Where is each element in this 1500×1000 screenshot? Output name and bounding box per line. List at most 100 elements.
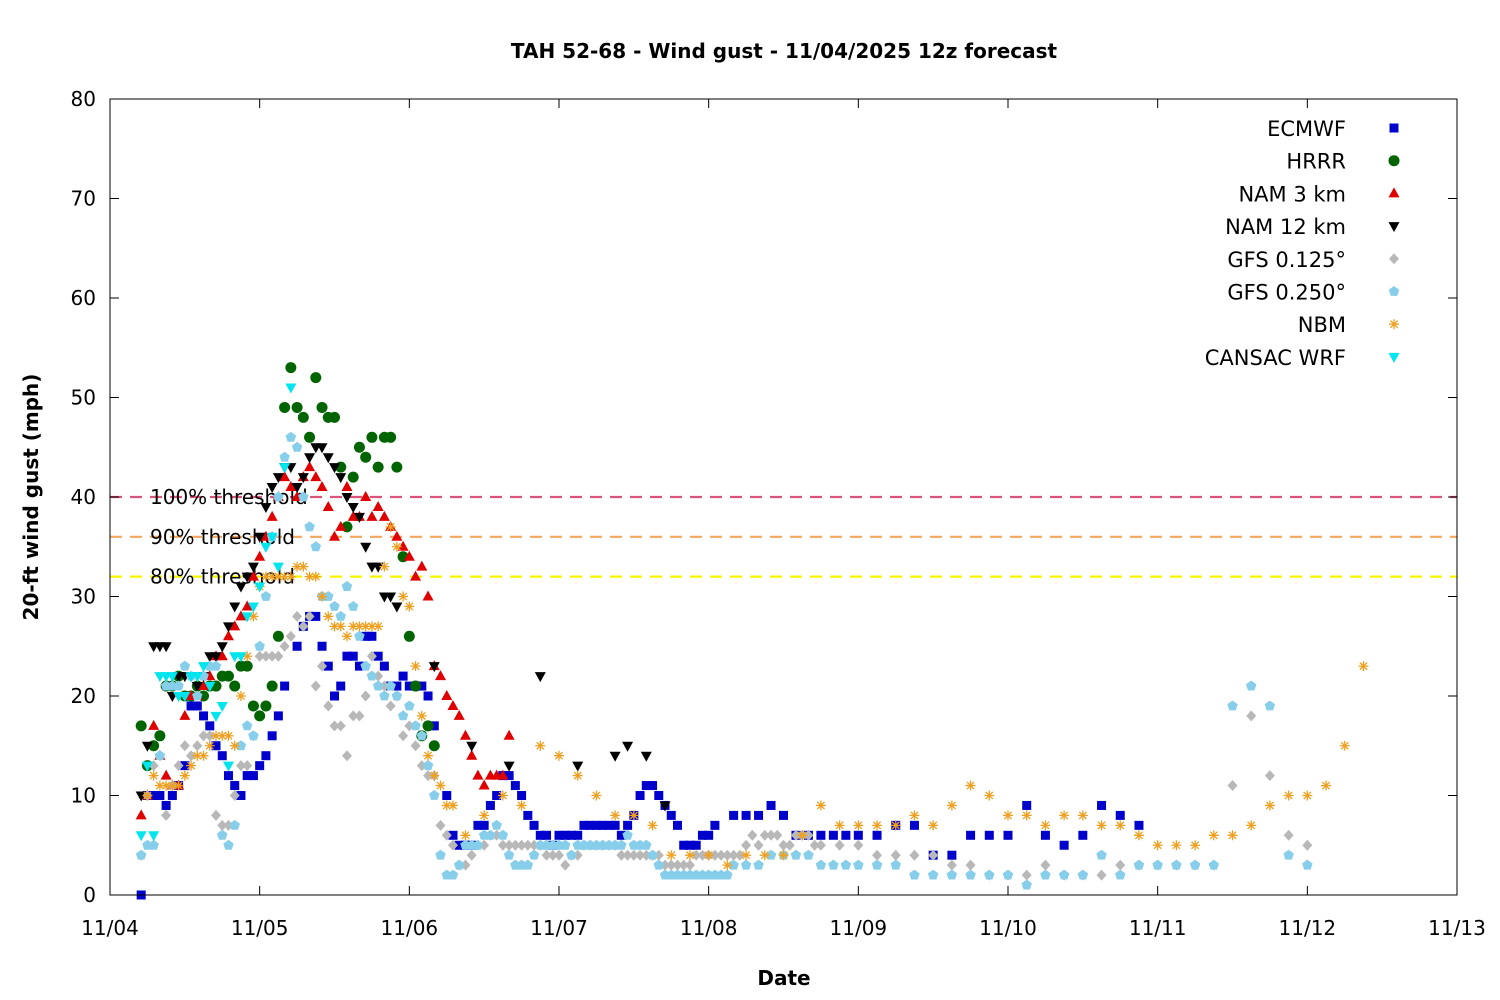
data-point <box>261 751 271 761</box>
data-point <box>685 840 695 850</box>
data-point <box>397 540 409 551</box>
data-point <box>242 760 253 772</box>
data-point <box>335 473 347 484</box>
data-point <box>628 849 639 861</box>
data-point <box>947 850 957 860</box>
asterisk-strokes <box>984 790 995 801</box>
data-point <box>223 771 233 781</box>
data-point <box>191 682 203 693</box>
asterisk-strokes <box>684 850 695 861</box>
asterisk-strokes <box>398 591 409 602</box>
asterisk-strokes <box>441 800 452 811</box>
data-point <box>479 810 490 821</box>
data-point <box>554 830 564 840</box>
asterisk-strokes <box>292 561 303 572</box>
data-point <box>485 829 496 840</box>
legend: ECMWF HRRR NAM 3 km NAM 12 km GFS 0.125° GFS … <box>1205 117 1400 370</box>
data-point <box>684 850 695 861</box>
data-point <box>890 820 901 831</box>
data-point <box>1040 820 1051 831</box>
data-point <box>591 820 601 830</box>
asterisk-strokes <box>1227 830 1238 841</box>
data-point <box>604 820 614 830</box>
data-point <box>379 661 389 671</box>
data-point <box>292 641 302 651</box>
data-point <box>310 571 321 582</box>
data-point <box>279 571 290 582</box>
data-point <box>441 800 452 811</box>
x-tick-label: 11/08 <box>680 916 738 940</box>
data-point <box>435 819 446 831</box>
data-point <box>354 630 365 641</box>
data-point <box>1171 840 1182 851</box>
data-point <box>347 502 359 513</box>
asterisk-strokes <box>909 810 920 821</box>
data-point <box>423 691 433 701</box>
asterisk-strokes <box>161 780 172 791</box>
data-point <box>741 810 751 820</box>
data-point <box>148 839 159 850</box>
data-point <box>217 730 228 741</box>
data-point <box>211 809 222 821</box>
data-point <box>366 431 378 443</box>
data-point <box>199 711 209 721</box>
data-point <box>628 810 639 821</box>
data-point <box>616 849 627 861</box>
data-point <box>816 830 826 840</box>
data-point <box>1134 820 1144 830</box>
data-point <box>385 431 397 443</box>
asterisk-strokes <box>379 561 390 572</box>
data-point <box>466 849 477 861</box>
data-point <box>497 839 508 851</box>
data-point <box>292 610 303 622</box>
data-point <box>909 869 920 880</box>
x-tick-label: 11/05 <box>231 916 289 940</box>
data-point <box>366 670 378 681</box>
data-point <box>510 839 521 851</box>
data-point <box>216 642 228 653</box>
asterisk-strokes <box>329 621 340 632</box>
y-axis-label: 20-ft wind gust (mph) <box>19 374 43 621</box>
data-point <box>560 839 571 850</box>
data-point <box>254 550 266 561</box>
data-point <box>316 481 328 492</box>
data-point <box>410 720 421 731</box>
data-point <box>417 681 427 691</box>
data-point <box>928 820 939 831</box>
data-point <box>528 849 540 860</box>
data-point <box>154 750 166 761</box>
data-point <box>423 770 434 782</box>
data-point <box>322 453 334 464</box>
data-point <box>372 562 384 573</box>
asterisk-strokes <box>341 631 352 642</box>
data-point <box>429 770 440 781</box>
data-point <box>709 849 720 861</box>
data-point <box>198 750 209 761</box>
data-point <box>516 839 527 851</box>
data-point <box>235 760 246 772</box>
data-point <box>379 690 390 701</box>
legend-marker <box>1388 155 1400 167</box>
data-point <box>1059 810 1070 821</box>
data-point <box>492 791 502 800</box>
series-cansac-wrf <box>135 383 297 842</box>
data-point <box>1339 740 1350 751</box>
data-point <box>211 741 221 751</box>
data-point <box>466 749 478 760</box>
data-point <box>335 610 346 621</box>
x-tick-label: 11/06 <box>381 916 439 940</box>
y-tick-label: 60 <box>71 286 96 310</box>
data-point <box>403 630 415 642</box>
asterisk-strokes <box>211 730 222 741</box>
data-point <box>248 611 259 622</box>
data-point <box>640 751 652 762</box>
data-point <box>204 740 215 751</box>
data-point <box>335 621 346 632</box>
data-point <box>323 661 333 671</box>
x-tick-label: 11/12 <box>1279 916 1337 940</box>
data-point <box>241 572 253 583</box>
data-point <box>697 849 708 861</box>
data-point <box>853 859 864 870</box>
data-point <box>154 780 165 791</box>
data-point <box>1115 859 1126 871</box>
